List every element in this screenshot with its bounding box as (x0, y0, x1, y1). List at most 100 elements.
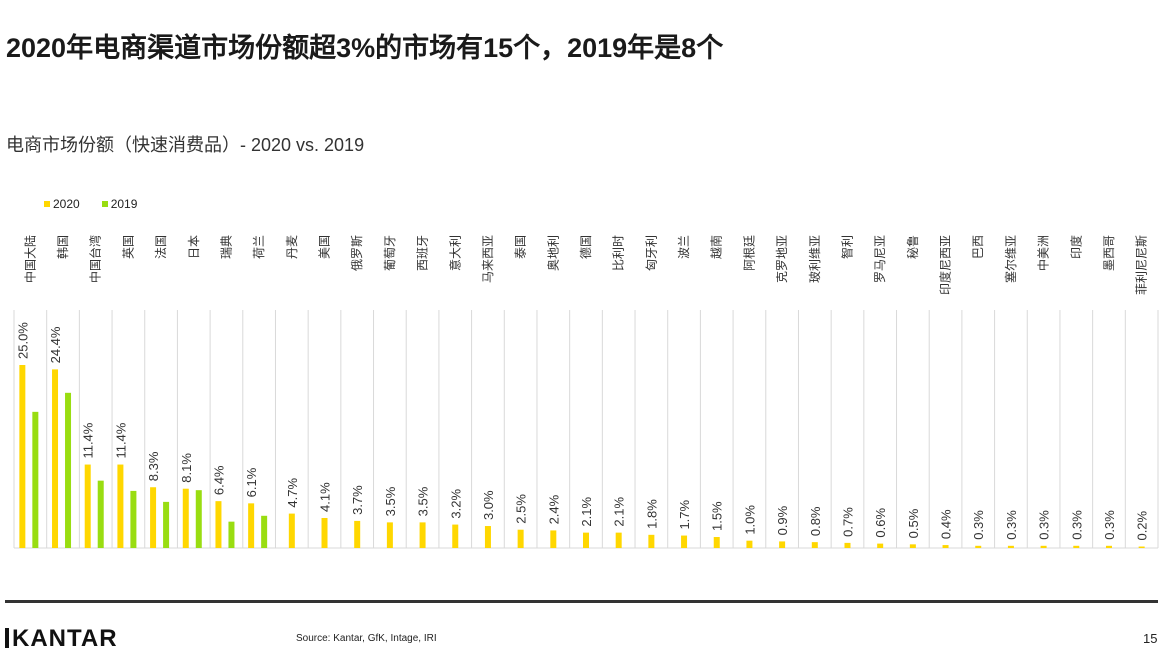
category-label: 日本 (187, 235, 201, 259)
bar-2020 (288, 513, 295, 548)
data-label-2020: 3.0% (481, 490, 496, 520)
category-label: 俄罗斯 (350, 235, 364, 271)
bar-2019 (130, 490, 137, 548)
bar-2020 (84, 464, 91, 548)
bar-2020 (1007, 545, 1014, 548)
bar-2019 (163, 501, 170, 548)
legend-label-2019: 2019 (110, 197, 138, 211)
data-label-2020: 3.2% (448, 489, 463, 519)
footer-divider (5, 600, 1158, 603)
bar-2020 (877, 543, 884, 548)
category-label: 罗马尼亚 (873, 235, 887, 283)
bar-chart: 中国大陆 25.0% 韩国 24.4% 中国台湾 11.4% 英国 11.4% 法国 8.3% 日本… (13, 235, 1159, 549)
data-label-2020: 11.4% (81, 422, 96, 458)
bar-2019 (228, 521, 235, 548)
data-label-2020: 8.1% (179, 453, 194, 483)
data-label-2020: 2.1% (612, 497, 627, 527)
data-label-2020: 4.7% (285, 478, 300, 508)
bar-2020 (1138, 546, 1145, 548)
category-label: 匈牙利 (644, 235, 658, 271)
category-label: 丹麦 (285, 235, 299, 259)
data-label-2020: 0.7% (840, 507, 855, 537)
bar-2020 (419, 522, 426, 548)
bar-2020 (713, 537, 720, 548)
bar-2020 (681, 535, 688, 548)
category-label: 巴西 (971, 235, 985, 259)
category-label: 比利时 (612, 235, 626, 271)
data-label-2020: 8.3% (146, 451, 161, 481)
data-label-2020: 0.8% (808, 506, 823, 536)
bar-2020 (19, 365, 26, 548)
data-label-2020: 3.5% (416, 486, 431, 516)
bar-2019 (97, 480, 104, 548)
category-label: 法国 (154, 235, 168, 259)
data-label-2020: 24.4% (48, 326, 63, 363)
data-label-2020: 6.1% (244, 467, 259, 497)
data-label-2020: 1.7% (677, 499, 692, 529)
legend-swatch-2020 (44, 201, 50, 207)
data-label-2020: 0.3% (1004, 510, 1019, 540)
category-label: 印度 (1068, 235, 1083, 259)
data-label-2020: 0.4% (939, 509, 954, 539)
bar-2020 (942, 545, 949, 548)
data-label-2020: 0.2% (1135, 510, 1150, 540)
bar-2020 (215, 501, 222, 548)
bar-2020 (909, 544, 916, 548)
bar-2020 (386, 522, 393, 548)
bar-2020 (583, 532, 589, 548)
category-label: 秘鲁 (906, 235, 920, 259)
category-label: 葡萄牙 (383, 235, 397, 271)
bar-2020 (484, 526, 491, 548)
page-title: 2020年电商渠道市场份额超3%的市场有15个，2019年是8个 (6, 33, 724, 63)
bar-2020 (1105, 545, 1112, 548)
data-label-2020: 1.5% (710, 501, 725, 531)
category-label: 越南 (709, 235, 724, 259)
category-label: 中国台湾 (88, 235, 103, 283)
data-label-2020: 3.7% (350, 485, 365, 515)
bar-2020 (321, 517, 328, 548)
data-label-2020: 0.3% (1102, 510, 1117, 540)
chart-legend: 2020 2019 (44, 197, 137, 211)
category-label: 玻利维亚 (808, 235, 822, 283)
category-label: 意大利 (447, 235, 462, 271)
category-label: 菲利尼尼斯 (1135, 235, 1149, 295)
bar-2020 (811, 542, 818, 548)
bar-2020 (975, 545, 982, 548)
data-label-2020: 4.1% (318, 482, 333, 512)
data-label-2020: 0.3% (1037, 510, 1052, 540)
category-label: 中美洲 (1036, 235, 1051, 271)
legend-item-2019: 2019 (101, 197, 138, 211)
data-label-2020: 6.4% (211, 465, 226, 495)
data-label-2020: 0.3% (971, 510, 986, 540)
category-label: 塞尔维亚 (1003, 235, 1018, 283)
page-number: 15 (1143, 631, 1158, 646)
category-label: 中国大陆 (22, 235, 37, 283)
bar-2020 (517, 529, 524, 548)
category-label: 马来西亚 (481, 235, 495, 283)
chart-subtitle: 电商市场份额（快速消费品）- 2020 vs. 2019 (6, 135, 365, 155)
data-label-2020: 0.3% (1069, 510, 1084, 540)
category-label: 英国 (121, 235, 135, 259)
category-label: 墨西哥 (1102, 235, 1116, 271)
data-label-2020: 2.1% (579, 497, 594, 527)
data-label-2020: 3.5% (383, 486, 398, 516)
category-label: 德国 (578, 235, 593, 259)
bar-2020 (248, 503, 255, 548)
bar-2020 (117, 464, 124, 548)
bar-2020 (779, 541, 786, 548)
legend-swatch-2019 (101, 201, 108, 207)
category-label: 印度尼西亚 (938, 235, 953, 295)
bar-2020 (182, 488, 189, 548)
bar-2020 (1073, 545, 1080, 548)
bar-2019 (195, 490, 202, 548)
bar-2020 (746, 540, 753, 548)
data-label-2020: 0.9% (775, 505, 790, 535)
bar-2020 (452, 524, 459, 548)
category-label: 奥地利 (546, 235, 560, 271)
category-label: 波兰 (677, 235, 691, 259)
data-label-2020: 0.5% (906, 508, 921, 538)
bar-2020 (615, 532, 622, 548)
data-label-2020: 2.5% (514, 494, 529, 524)
bar-2020 (52, 369, 59, 548)
category-label: 阿根廷 (742, 235, 756, 271)
